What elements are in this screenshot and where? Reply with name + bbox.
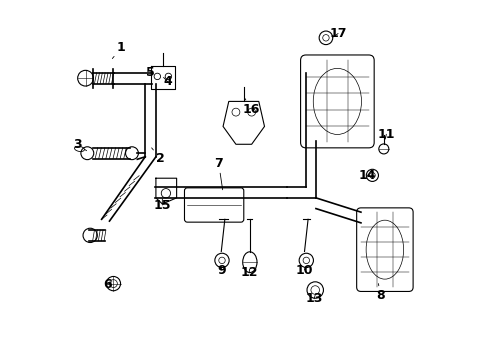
Text: 1: 1 — [112, 41, 125, 59]
Text: 15: 15 — [153, 198, 171, 212]
Text: 2: 2 — [151, 148, 164, 165]
Text: 4: 4 — [163, 75, 172, 88]
Text: 11: 11 — [377, 128, 394, 141]
Text: 13: 13 — [305, 292, 322, 305]
Text: 10: 10 — [295, 264, 313, 276]
Text: 7: 7 — [214, 157, 223, 190]
Text: 9: 9 — [217, 264, 225, 276]
Text: 3: 3 — [73, 138, 86, 151]
Text: 6: 6 — [103, 278, 112, 291]
Text: 14: 14 — [358, 169, 376, 182]
Text: 8: 8 — [375, 284, 384, 302]
Text: 12: 12 — [240, 266, 257, 279]
Text: 5: 5 — [146, 66, 155, 79]
Text: 16: 16 — [243, 98, 260, 116]
Text: 17: 17 — [329, 27, 346, 40]
